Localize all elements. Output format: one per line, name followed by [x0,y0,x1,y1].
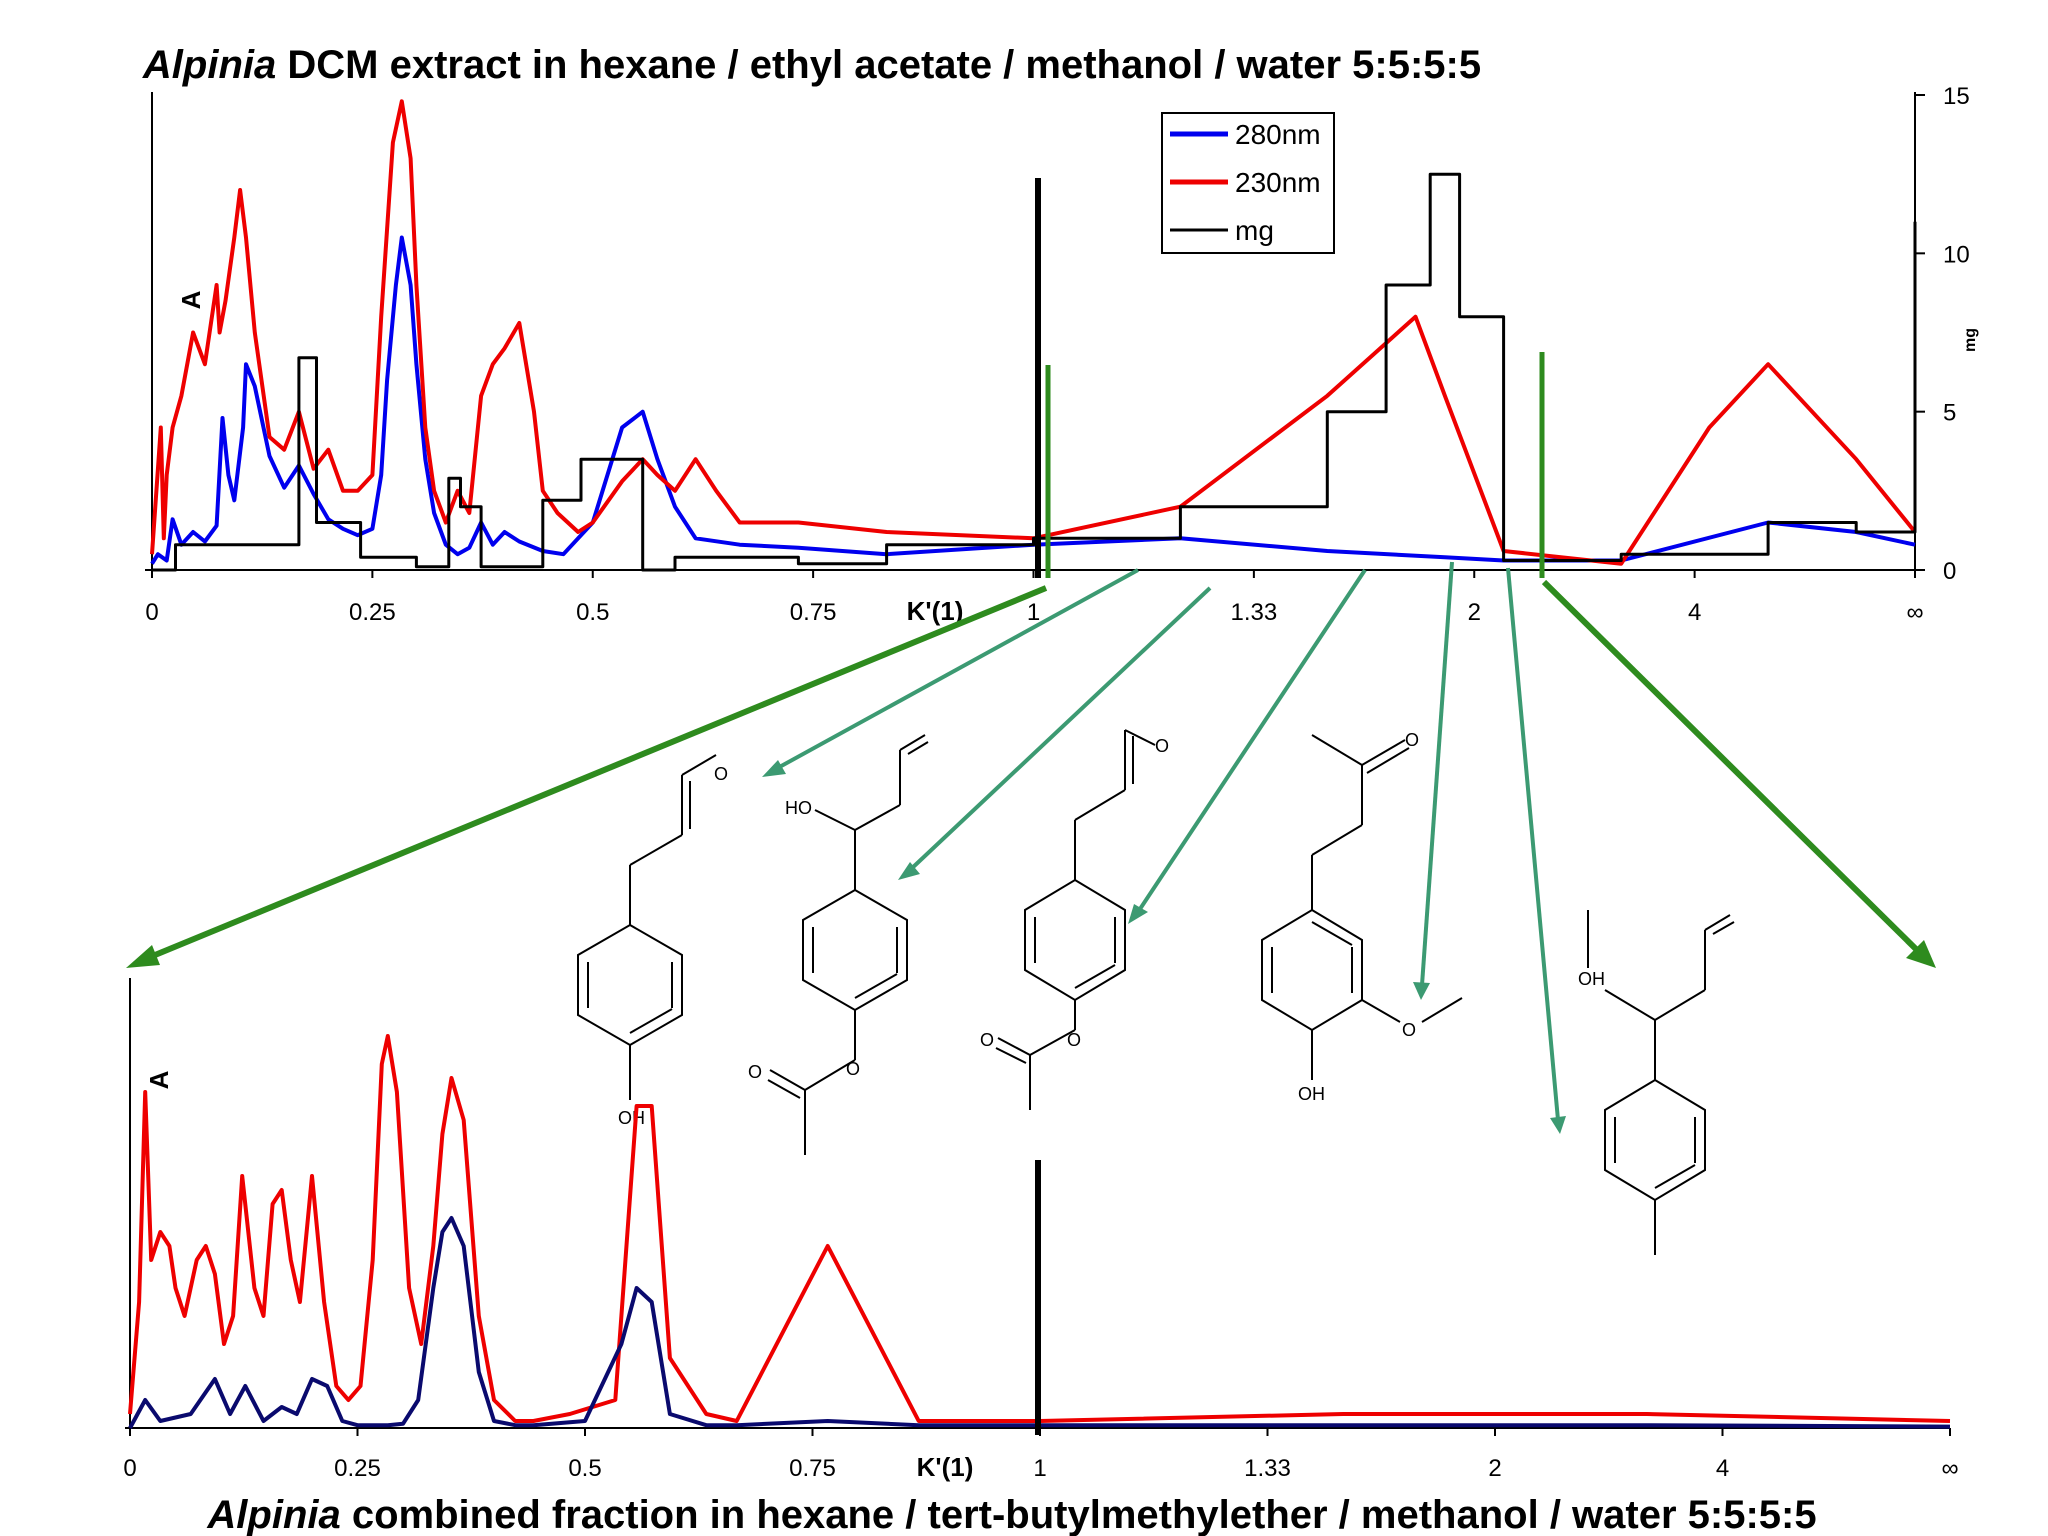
ring-4 [1261,908,1363,1032]
top-x-tick-label-2: 0.5 [576,599,609,626]
bottom-x-tick-label-7: 4 [1716,1455,1729,1482]
zoom-arrows [126,579,1936,968]
top-x-tick-label-4: 1 [1027,599,1040,626]
top-title-genus: Alpinia [142,43,276,87]
structure-coumaraldehyde: O OH [577,754,728,1128]
bottom-series-280nm-line [128,1216,1951,1429]
atom-o-1: O [714,764,728,784]
bottom-x-tick-label-0: 0 [123,1455,136,1482]
top-series-mg-line [152,172,1917,572]
ring-3 [1024,878,1126,1002]
bottom-chart-title: Alpinia combined fraction in hexane / te… [206,1493,1816,1536]
top-y-label: A [176,290,206,309]
top-series-230nm-line [150,99,1917,566]
top-x-tick-label-8: ∞ [1906,599,1923,626]
pointer-head-3 [1128,904,1148,924]
legend-label-280nm: 280nm [1235,119,1321,150]
bottom-series-layer [128,1034,1951,1429]
bottom-title-genus: Alpinia [206,1493,340,1536]
legend-label-mg: mg [1235,215,1274,246]
bottom-y-label: A [144,1070,174,1089]
bottom-x-tick-label-5: 1.33 [1244,1455,1291,1482]
bottom-x-ticks: 0 0.25 0.5 0.75 1 1.33 2 4 ∞ [123,1428,1959,1482]
pointer-compound-4 [1420,561,1454,986]
zoom-arrow-left [136,585,1048,965]
top-x-tick-label-0: 0 [145,599,158,626]
compound-pointers [762,561,1566,1134]
pointer-head-1 [762,760,786,777]
top-x-label: K'(1) [907,596,964,626]
top-y2-tick-label-3: 15 [1943,83,1970,110]
zoom-arrow-right [1541,579,1925,958]
top-x-tick-label-1: 0.25 [349,599,396,626]
pointer-compound-3 [1136,568,1367,914]
structure-acetoxychavicol-alcohol: HO O O [748,734,929,1155]
pointer-head-4 [1413,982,1430,1000]
atom-o-2a: O [846,1059,860,1079]
pointer-compound-5 [1506,567,1560,1121]
ring-2 [802,888,908,1012]
top-series-layer [150,99,1917,572]
top-y2-label: mg [1962,328,1979,352]
bottom-chart: A K'(1) 0 0.25 0.5 0.75 1 1.33 2 4 ∞ Alpinia com… [123,978,1959,1536]
structure-zingerone: O OH O [1261,730,1463,1104]
atom-o-2b: O [748,1062,762,1082]
bottom-title-rest: combined fraction in hexane / tert-butyl… [341,1493,1817,1536]
atom-o-4b: O [1402,1020,1416,1040]
top-x-ticks: 0 0.25 0.5 0.75 1 1.33 2 4 ∞ [145,570,1924,626]
bottom-x-tick-label-6: 2 [1488,1455,1501,1482]
atom-o-3c: O [980,1030,994,1050]
zoom-arrowhead-left [126,945,160,968]
ring-5 [1604,1078,1706,1202]
structure-acetoxycinnamaldehyde: O O O [980,729,1169,1110]
top-chart-title: Alpinia DCM extract in hexane / ethyl ac… [142,43,1481,87]
top-y2-tick-label-1: 5 [1943,400,1956,427]
pointer-compound-2 [908,586,1212,872]
top-title-rest: DCM extract in hexane / ethyl acetate / … [276,43,1481,87]
top-x-tick-label-6: 2 [1468,599,1481,626]
top-x-tick-label-3: 0.75 [790,599,837,626]
atom-oh-4: OH [1298,1084,1325,1104]
atom-ho-2: HO [785,798,812,818]
zoom-arrowhead-right [1906,940,1936,968]
bottom-x-tick-label-2: 0.5 [568,1455,601,1482]
bottom-x-tick-label-4: 1 [1033,1455,1046,1482]
bottom-x-tick-label-8: ∞ [1941,1455,1958,1482]
pointer-head-5 [1550,1116,1566,1134]
top-series-280nm-line [150,235,1916,565]
atom-oh-1: OH [618,1108,645,1128]
top-legend: 280nm 230nm mg [1161,112,1335,254]
top-y2-tick-label-2: 10 [1943,241,1970,268]
pointer-head-2 [898,862,920,880]
ring-1 [577,923,683,1047]
bottom-x-label: K'(1) [917,1452,974,1482]
top-x-tick-label-5: 1.33 [1231,599,1278,626]
atom-o-4a: O [1405,730,1419,750]
atom-o-5: OH [1578,969,1605,989]
legend-label-230nm: 230nm [1235,167,1321,198]
bottom-x-tick-label-1: 0.25 [334,1455,381,1482]
bottom-x-tick-label-3: 0.75 [789,1455,836,1482]
bottom-series-230nm-line [128,1034,1951,1423]
atom-o-3a: O [1155,736,1169,756]
structure-methoxychavicol: OH [1578,910,1735,1255]
top-y2-ticks: 0 5 10 15 [1915,83,1970,585]
pointer-compound-1 [773,568,1139,772]
atom-o-3b: O [1067,1030,1081,1050]
top-x-tick-label-7: 4 [1688,599,1701,626]
top-chart: Alpinia DCM extract in hexane / ethyl ac… [142,43,1979,626]
top-y2-tick-label-0: 0 [1943,558,1956,585]
